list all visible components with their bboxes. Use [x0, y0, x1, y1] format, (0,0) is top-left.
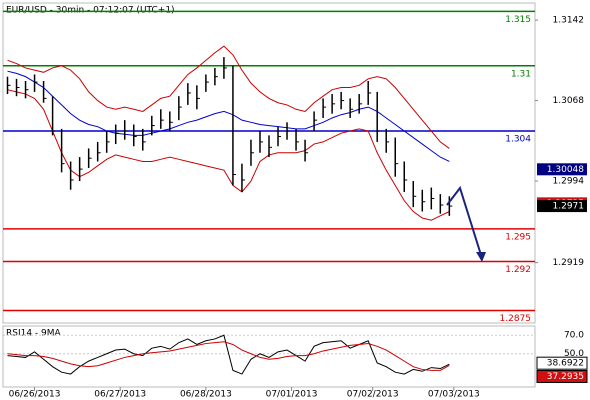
- x-tick-label: 06/28/2013: [180, 390, 232, 400]
- rsi-frame: [2, 325, 536, 388]
- rsi-tick-label: 70.0: [564, 331, 584, 341]
- level-label: 1.31: [511, 69, 531, 79]
- x-tick-label: 06/27/2013: [94, 390, 146, 400]
- x-tick-label: 07/03/2013: [428, 390, 480, 400]
- rsi-line: [7, 334, 450, 375]
- overlay-line: [7, 45, 450, 149]
- level-label: 1.2875: [500, 314, 532, 324]
- chart-title: EUR/USD - 30min - 07:12:07 (UTC+1): [6, 6, 175, 16]
- rsi-title: RSI14 - 9MA: [6, 329, 62, 339]
- price-box: [537, 200, 587, 213]
- overlay-line: [7, 70, 450, 162]
- y-tick-label: 1.2994: [553, 177, 585, 187]
- price-frame: [2, 2, 536, 324]
- x-tick-label: 06/26/2013: [9, 390, 61, 400]
- level-label: 1.304: [505, 135, 531, 145]
- price-box-label: 1.30048: [547, 165, 584, 175]
- y-tick-label: 1.2919: [553, 258, 585, 268]
- x-tick-label: 07/01/2013: [266, 390, 318, 400]
- marks: 1.3142 1.3068 1.2994 1.2919 06/26/2013 06/27/…: [3, 10, 588, 400]
- price-box-label: 1.2971: [553, 202, 585, 212]
- level-label: 1.292: [505, 265, 531, 275]
- rsi-box: [536, 369, 588, 383]
- overlay-line: [7, 89, 450, 221]
- rsi-box-label: 38.6922: [547, 359, 584, 369]
- price-box: [537, 163, 587, 176]
- y-tick-label: 1.3142: [553, 16, 585, 26]
- rsi-box-label: 37.2935: [547, 372, 584, 382]
- level-label: 1.295: [505, 232, 531, 242]
- y-tick-label: 1.3068: [553, 96, 585, 106]
- forecast-arrow: [446, 185, 482, 256]
- rsi-box: [536, 356, 588, 370]
- rsi-line: [7, 341, 450, 371]
- arrow-head: [476, 252, 486, 262]
- x-tick-label: 07/02/2013: [347, 390, 399, 400]
- rsi-tick-label: 50.0: [564, 349, 584, 359]
- level-label: 1.315: [505, 15, 531, 25]
